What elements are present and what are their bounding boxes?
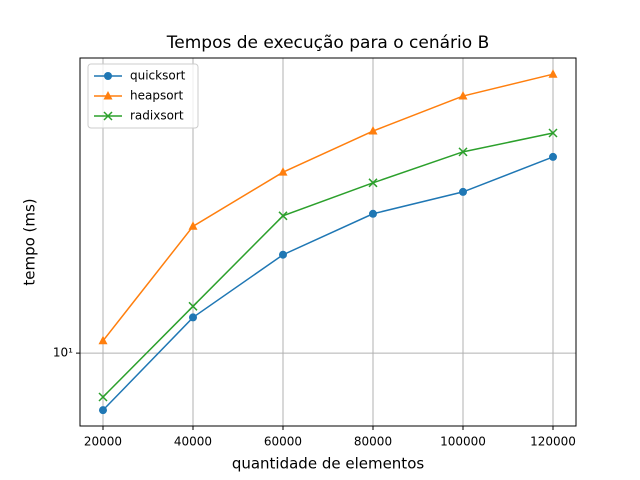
x-tick-label: 120000 [530, 435, 576, 449]
point [368, 178, 378, 188]
point [278, 250, 287, 259]
point [369, 209, 378, 218]
point [549, 152, 558, 161]
series-line [102, 132, 554, 398]
point [548, 128, 558, 138]
x-tick-label: 40000 [174, 435, 212, 449]
series-line [102, 156, 554, 411]
x-tick-label: 100000 [440, 435, 486, 449]
point [98, 406, 107, 415]
chart-title: Tempos de execução para o cenário B [166, 33, 489, 53]
point [98, 335, 108, 345]
legend-label: quicksort [130, 69, 186, 83]
series-line [102, 73, 554, 342]
point [188, 221, 198, 230]
point [188, 313, 197, 322]
legend-marker [104, 72, 112, 80]
legend-marker [103, 91, 113, 100]
point [368, 126, 378, 135]
point [188, 301, 198, 311]
point [548, 69, 558, 78]
point [459, 187, 468, 196]
x-axis-label: quantidade de elementos [232, 455, 425, 473]
point [458, 91, 468, 100]
point [98, 392, 108, 402]
legend-marker [103, 111, 113, 121]
plot-frame [79, 57, 577, 427]
y-tick-label: 10¹ [53, 346, 73, 360]
x-tick-label: 60000 [264, 435, 302, 449]
x-tick-label: 80000 [354, 435, 392, 449]
point [278, 211, 288, 221]
point [278, 167, 288, 176]
y-axis-label: tempo (ms) [21, 198, 39, 285]
legend-label: radixsort [130, 109, 184, 123]
legend-label: heapsort [130, 89, 183, 103]
legend-box [87, 63, 199, 129]
x-tick-label: 20000 [84, 435, 122, 449]
point [458, 147, 468, 157]
